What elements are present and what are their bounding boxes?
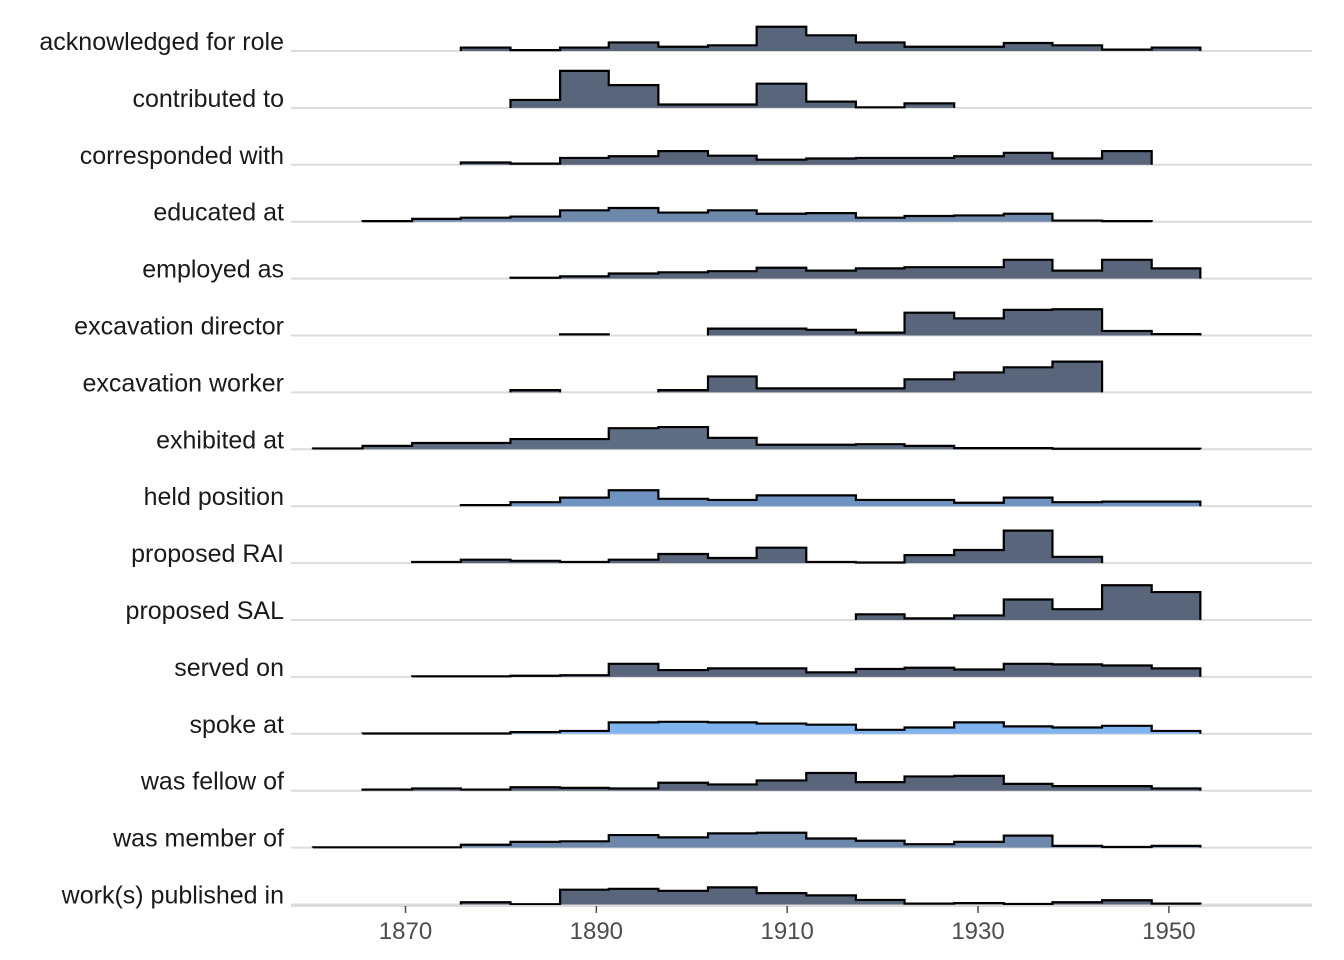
- row-label: proposed SAL: [126, 597, 285, 625]
- ridge-row: was member of: [112, 825, 1312, 853]
- ridge-row: served on: [174, 654, 1312, 682]
- ridge-outline: [361, 771, 1202, 791]
- ridge-row: held position: [144, 483, 1312, 511]
- ridge-row: proposed RAI: [131, 529, 1312, 568]
- ridge-row: excavation director: [74, 308, 1312, 341]
- row-label: held position: [144, 483, 284, 511]
- ridge-outline: [459, 886, 1202, 906]
- ridge-row: acknowledged for role: [39, 25, 1312, 56]
- ridge-outline: [311, 831, 1202, 849]
- ridge-area: [510, 259, 1201, 279]
- ridge-row: was fellow of: [140, 768, 1312, 796]
- x-tick-label: 1910: [760, 918, 813, 945]
- row-label: was member of: [112, 825, 284, 853]
- row-label: proposed RAI: [131, 540, 284, 568]
- row-label: excavation director: [74, 313, 284, 341]
- x-tick-label: 1870: [379, 918, 432, 945]
- row-label: employed as: [142, 256, 284, 284]
- ridge-row: contributed to: [133, 69, 1312, 113]
- ridge-outline: [657, 360, 1104, 393]
- ridge-area: [460, 26, 1201, 51]
- ridge-area: [362, 721, 1201, 734]
- x-tick-label: 1930: [951, 918, 1004, 945]
- ridge-outline: [509, 69, 956, 109]
- row-label: educated at: [153, 199, 284, 227]
- ridge-outline: [509, 258, 1202, 279]
- row-label: served on: [174, 654, 284, 682]
- row-label: excavation worker: [83, 369, 284, 397]
- row-label: contributed to: [133, 85, 285, 113]
- x-tick-label: 1890: [570, 918, 623, 945]
- ridge-outline: [411, 662, 1202, 678]
- ridge-outline: [854, 584, 1202, 620]
- ridge-row: spoke at: [189, 711, 1312, 739]
- ridge-area: [510, 70, 955, 108]
- ridge-row: corresponded with: [80, 142, 1312, 170]
- ridge-row: educated at: [153, 199, 1312, 227]
- row-label: exhibited at: [156, 426, 284, 454]
- ridge-row: proposed SAL: [126, 584, 1312, 625]
- ridge-area: [658, 361, 1103, 393]
- ridge-area: [460, 490, 1201, 507]
- ridge-rows: acknowledged for role contributed to corre…: [39, 25, 1312, 910]
- row-label: acknowledged for role: [39, 28, 284, 56]
- ridge-area: [707, 309, 1201, 336]
- ridge-outline: [459, 150, 1153, 165]
- row-label: work(s) published in: [61, 882, 284, 910]
- ridge-outline: [706, 308, 1202, 336]
- ridge-area: [312, 832, 1201, 848]
- row-label: spoke at: [189, 711, 284, 739]
- x-tick-label: 1950: [1142, 918, 1195, 945]
- ridge-outline: [459, 489, 1202, 507]
- ridge-area: [362, 773, 1201, 791]
- ridge-outline: [311, 425, 1202, 450]
- x-axis: 1870 1890 1910 1930 1950: [291, 905, 1312, 945]
- ridge-outline: [459, 25, 1202, 52]
- ridge-area: [460, 151, 1152, 165]
- ridge-outline: [509, 389, 562, 393]
- ridge-outline: [558, 333, 610, 336]
- ridge-area: [362, 208, 1152, 222]
- ridge-outline: [411, 529, 1104, 564]
- ridge-row: work(s) published in: [61, 882, 1312, 910]
- ridge-row: exhibited at: [156, 425, 1312, 454]
- ridge-row: excavation worker: [83, 360, 1312, 397]
- ridge-area: [855, 585, 1201, 620]
- ridge-outline: [361, 206, 1153, 223]
- ridge-outline: [361, 720, 1202, 735]
- row-label: was fellow of: [140, 768, 284, 796]
- ridge-row: employed as: [142, 256, 1312, 284]
- row-label: corresponded with: [80, 142, 284, 170]
